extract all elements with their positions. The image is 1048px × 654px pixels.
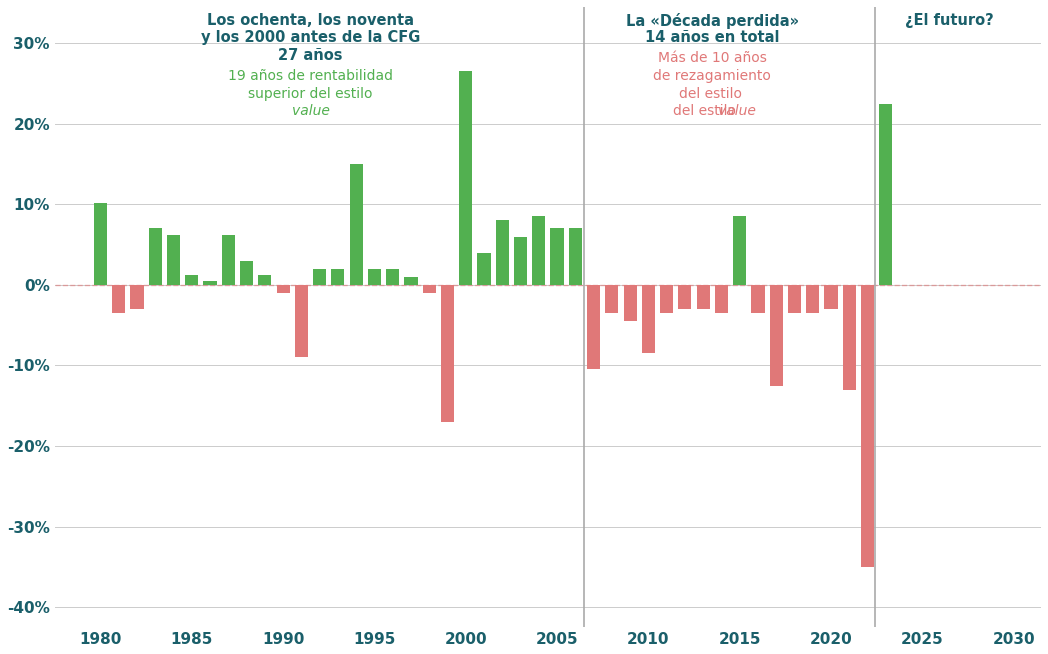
Bar — [277, 285, 289, 293]
Bar — [368, 269, 381, 285]
Bar — [624, 285, 637, 321]
Bar — [587, 285, 601, 370]
Bar — [550, 228, 564, 285]
Text: 14 años en total: 14 años en total — [646, 30, 780, 45]
Bar — [825, 285, 837, 309]
Bar — [514, 237, 527, 285]
Bar — [697, 285, 709, 309]
Bar — [386, 269, 399, 285]
Bar — [641, 285, 655, 353]
Bar — [806, 285, 820, 313]
Bar — [769, 285, 783, 386]
Bar — [240, 261, 254, 285]
Bar — [715, 285, 728, 313]
Bar — [350, 164, 363, 285]
Text: Los ochenta, los noventa: Los ochenta, los noventa — [208, 12, 414, 27]
Bar — [788, 285, 801, 313]
Bar — [331, 269, 345, 285]
Bar — [734, 216, 746, 285]
Bar — [478, 252, 490, 285]
Bar — [879, 103, 893, 285]
Bar — [405, 277, 417, 285]
Text: La «Década perdida»: La «Década perdida» — [626, 12, 799, 29]
Bar — [496, 220, 509, 285]
Bar — [606, 285, 618, 313]
Bar — [149, 228, 161, 285]
Bar — [843, 285, 856, 390]
Bar — [294, 285, 308, 357]
Bar — [203, 281, 217, 285]
Bar — [94, 203, 107, 285]
Text: de rezagamiento: de rezagamiento — [653, 69, 771, 83]
Bar — [313, 269, 326, 285]
Bar — [167, 235, 180, 285]
Text: y los 2000 antes de la CFG: y los 2000 antes de la CFG — [201, 30, 420, 45]
Bar — [222, 235, 235, 285]
Bar — [459, 71, 473, 285]
Bar — [422, 285, 436, 293]
Bar — [660, 285, 673, 313]
Bar — [532, 216, 545, 285]
Bar — [185, 275, 198, 285]
Text: value: value — [291, 105, 329, 118]
Bar — [112, 285, 126, 313]
Bar — [678, 285, 692, 309]
Text: superior del estilo: superior del estilo — [248, 87, 373, 101]
Text: 27 años: 27 años — [279, 48, 343, 63]
Bar — [258, 275, 271, 285]
Text: Más de 10 años: Más de 10 años — [658, 51, 767, 65]
Bar — [569, 228, 582, 285]
Bar — [861, 285, 874, 567]
Text: value: value — [718, 105, 756, 118]
Text: 19 años de rentabilidad: 19 años de rentabilidad — [228, 69, 393, 83]
Text: ¿El futuro?: ¿El futuro? — [905, 12, 995, 27]
Bar — [441, 285, 454, 422]
Text: del estilo: del estilo — [679, 87, 746, 101]
Bar — [751, 285, 765, 313]
Bar — [130, 285, 144, 309]
Text: del estilo: del estilo — [673, 105, 741, 118]
